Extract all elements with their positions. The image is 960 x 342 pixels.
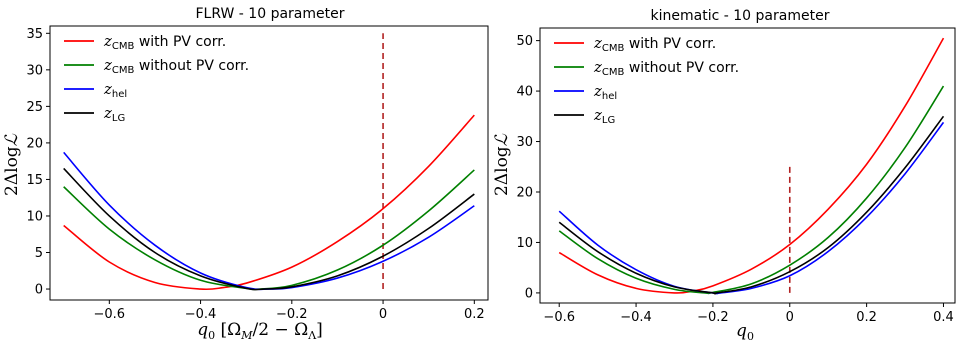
flrw-ylabel: 2Δlogℒ <box>2 133 22 196</box>
kinematic-plot-area: −0.6 −0.4 −0.2 0 0.2 0.4 0 10 20 30 40 50 zCMB with … <box>516 27 956 325</box>
flrw-title: FLRW - 10 parameter <box>196 6 345 22</box>
kinematic-series-3-line <box>558 115 945 295</box>
kinematic-axes-frame <box>539 27 956 304</box>
flrw-ytick-label: 25 <box>26 100 43 115</box>
flrw-xtick-label: −0.4 <box>185 307 217 322</box>
flrw-xtick-label: 0 <box>379 307 387 322</box>
kinematic-legend-entry: zLG <box>593 106 615 126</box>
kinematic-panel: kinematic - 10 parameter −0.6 −0.4 −0.2 0 0.… <box>492 8 956 342</box>
kinematic-xtick-label: −0.6 <box>543 310 575 325</box>
kinematic-xtick-label: 0 <box>786 310 794 325</box>
kinematic-xtick-label: 0.2 <box>856 310 877 325</box>
kinematic-ytick-label: 10 <box>516 236 533 251</box>
flrw-ytick-label: 0 <box>35 283 43 298</box>
kinematic-xtick-label: 0.4 <box>933 310 954 325</box>
flrw-series-0-line <box>63 114 475 291</box>
flrw-ytick-label: 20 <box>26 136 43 151</box>
kinematic-xtick-label: −0.2 <box>697 310 729 325</box>
flrw-legend-entry: zhel <box>103 80 127 100</box>
kinematic-legend-entry: zCMB with PV corr. <box>593 34 716 54</box>
kinematic-ytick-label: 20 <box>516 185 533 200</box>
kinematic-series-0-line <box>558 37 945 294</box>
flrw-plot-area: −0.6 −0.4 −0.2 0 0.2 0 5 10 15 20 25 30 35 zCMB with … <box>26 25 489 322</box>
kinematic-legend-entry: zhel <box>593 82 617 102</box>
kinematic-xtick-label: −0.4 <box>620 310 652 325</box>
flrw-ytick-label: 15 <box>26 173 43 188</box>
flrw-series-2-line <box>63 151 475 291</box>
kinematic-series-1-line <box>558 85 945 295</box>
flrw-xtick-label: 0.2 <box>464 307 485 322</box>
kinematic-title: kinematic - 10 parameter <box>651 8 830 24</box>
flrw-ytick-label: 10 <box>26 209 43 224</box>
flrw-ytick-label: 30 <box>26 63 43 78</box>
kinematic-ytick-label: 40 <box>516 85 533 100</box>
flrw-legend-entry: zLG <box>103 104 125 124</box>
kinematic-legend-entry: zCMB without PV corr. <box>593 58 739 78</box>
flrw-legend-entry: zCMB with PV corr. <box>103 32 226 52</box>
kinematic-series-2-line <box>558 121 945 295</box>
kinematic-ylabel: 2Δlogℒ <box>492 133 512 196</box>
kinematic-xlabel: q0 <box>736 321 754 342</box>
flrw-legend-entry: zCMB without PV corr. <box>103 56 249 76</box>
flrw-series-3-line <box>63 167 475 291</box>
kinematic-ytick-label: 30 <box>516 135 533 150</box>
flrw-panel: FLRW - 10 parameter −0.6 −0.4 −0.2 0 0.2 0 5 10… <box>2 6 489 342</box>
flrw-ytick-label: 35 <box>26 27 43 42</box>
flrw-xlabel: q0 [ΩM/2 − ΩΛ] <box>197 320 323 342</box>
flrw-xtick-label: −0.2 <box>276 307 308 322</box>
flrw-axes-frame <box>49 25 489 301</box>
kinematic-ytick-label: 50 <box>516 34 533 49</box>
kinematic-ytick-label: 0 <box>525 286 533 301</box>
flrw-xtick-label: −0.6 <box>94 307 126 322</box>
flrw-ytick-label: 5 <box>35 246 43 261</box>
